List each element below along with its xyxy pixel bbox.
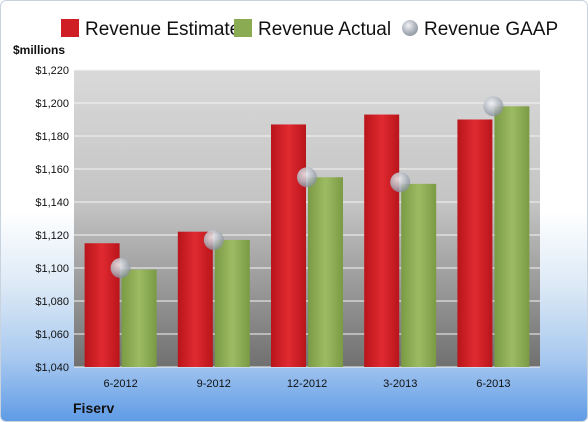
gaap-marker [483,96,504,117]
y-tick-label: $1,140 [35,197,69,209]
bar-estimate [271,124,306,367]
x-tick-label: 12-2012 [287,378,327,390]
legend-swatch-estimate [61,19,79,37]
y-tick-label: $1,100 [35,263,69,275]
bar-actual [214,239,250,367]
x-tick-label: 3-2013 [383,378,417,390]
gaap-marker [203,229,224,250]
x-tick-label: 9-2012 [197,378,231,390]
x-tick-label: 6-2013 [476,378,510,390]
legend: Revenue Estimate Revenue Actual Revenue … [61,19,558,40]
y-tick-label: $1,200 [35,98,69,110]
bar-actual [494,106,530,368]
legend-label-gaap: Revenue GAAP [424,19,558,40]
gaap-marker [390,172,411,193]
y-tick-label: $1,160 [35,164,69,176]
legend-swatch-gaap [402,20,418,36]
bar-estimate [457,119,493,367]
y-tick-label: $1,040 [35,362,69,374]
y-tick-label: $1,180 [35,131,69,143]
bar-actual [121,269,157,367]
x-tick-label: 6-2012 [103,378,137,390]
y-tick-label: $1,080 [35,296,69,308]
legend-label-actual: Revenue Actual [258,19,391,40]
bar-actual [308,177,343,367]
gaap-marker [297,167,317,188]
gaap-markers [110,96,504,278]
bar-estimate [177,231,213,367]
y-tick-label: $1,060 [35,329,69,341]
y-axis-ticks: $1,040 $1,060 $1,080 $1,100 $1,120 $1,140 $1,1… [35,65,69,374]
company-label: Fiserv [73,400,114,416]
x-axis-ticks: 6-2012 9-2012 12-2012 3-2013 6-2013 [103,378,510,390]
y-tick-label: $1,220 [35,65,69,77]
bar-actual [401,183,437,367]
legend-label-estimate: Revenue Estimate [85,19,240,40]
legend-swatch-actual [234,19,252,37]
y-tick-label: $1,120 [35,230,69,242]
bars [84,106,530,368]
gaap-marker [110,258,131,278]
y-axis-label: $millions [13,43,65,57]
bar-estimate [364,114,400,367]
